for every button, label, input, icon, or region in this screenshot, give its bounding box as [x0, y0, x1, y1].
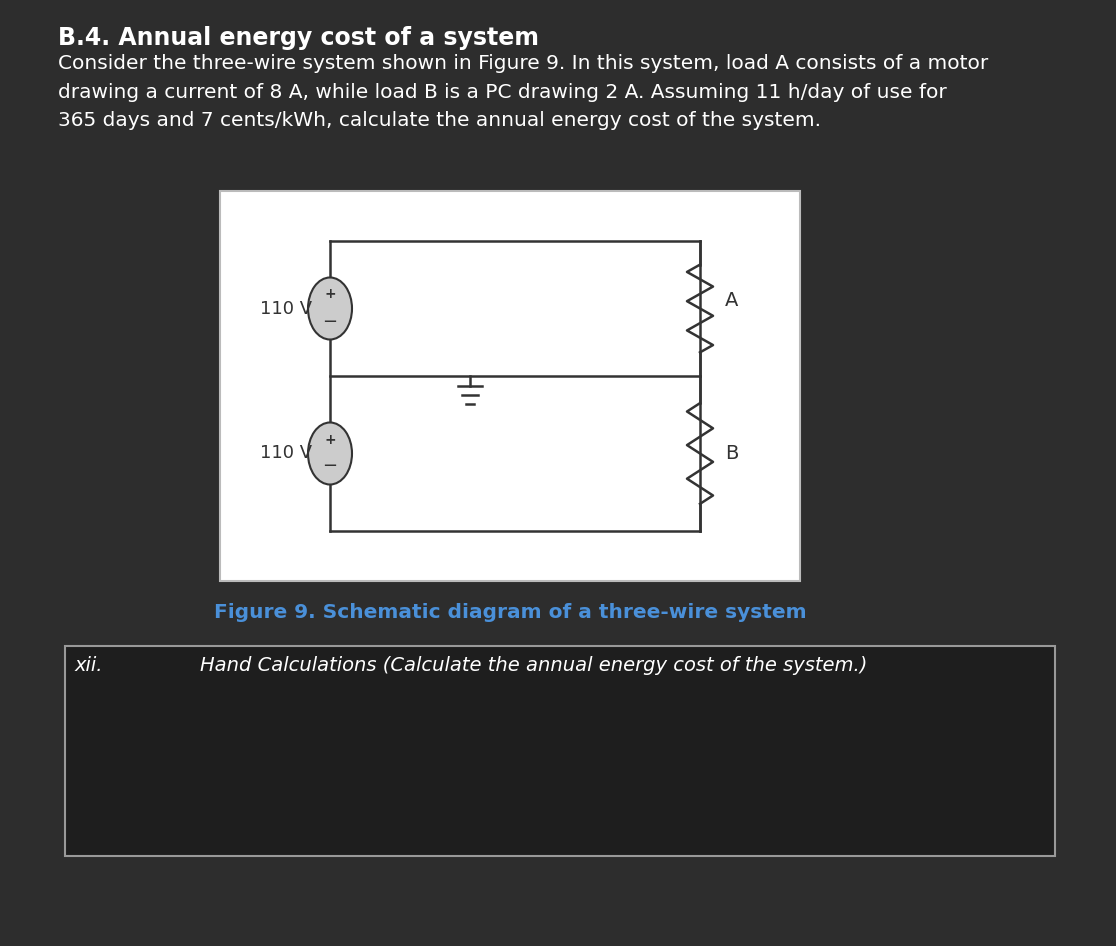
- Text: Figure 9. Schematic diagram of a three-wire system: Figure 9. Schematic diagram of a three-w…: [213, 603, 807, 622]
- Text: xii.: xii.: [75, 656, 104, 675]
- Text: +: +: [324, 432, 336, 447]
- Ellipse shape: [308, 423, 352, 484]
- Text: +: +: [324, 288, 336, 302]
- Text: −: −: [323, 458, 337, 476]
- Bar: [220, 191, 800, 581]
- Text: B.4. Annual energy cost of a system: B.4. Annual energy cost of a system: [58, 26, 539, 50]
- Text: Hand Calculations (Calculate the annual energy cost of the system.): Hand Calculations (Calculate the annual …: [200, 656, 867, 675]
- Text: Consider the three-wire system shown in Figure 9. In this system, load A consist: Consider the three-wire system shown in …: [58, 54, 989, 131]
- Text: A: A: [725, 291, 739, 310]
- Text: −: −: [323, 312, 337, 330]
- Ellipse shape: [308, 277, 352, 340]
- Bar: [65, 646, 1055, 856]
- Text: 110 V: 110 V: [260, 300, 312, 318]
- Text: B: B: [725, 444, 739, 463]
- Text: 110 V: 110 V: [260, 445, 312, 463]
